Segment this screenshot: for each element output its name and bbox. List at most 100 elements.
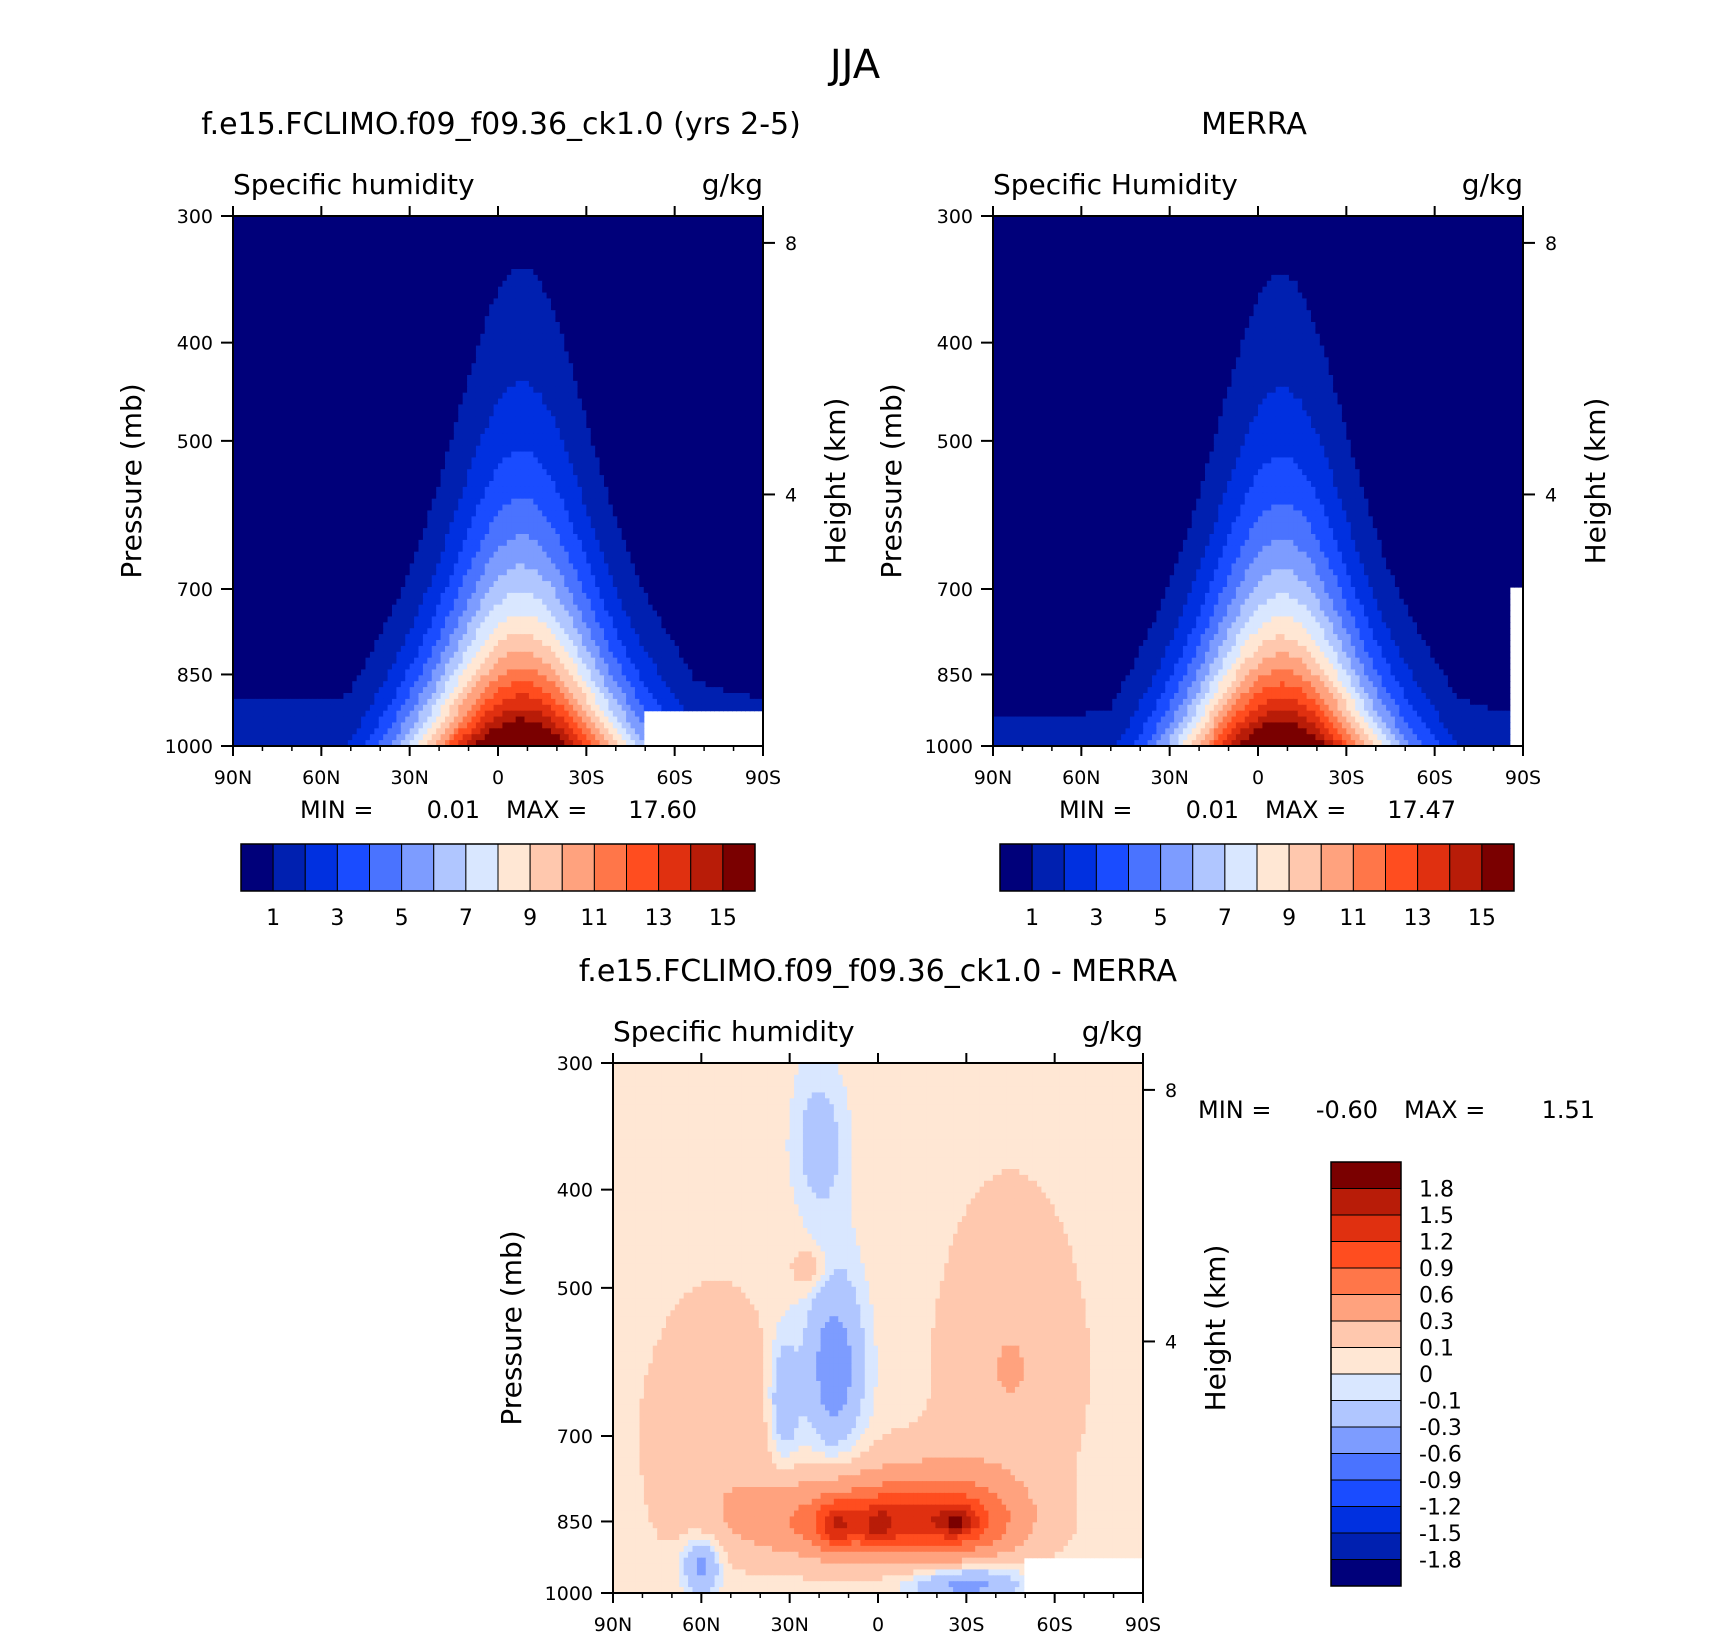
contour-cell: [643, 339, 649, 347]
contour-cell: [365, 380, 371, 388]
contour-cell: [365, 439, 371, 447]
contour-cell: [453, 339, 459, 347]
contour-cell: [246, 239, 252, 247]
contour-cell: [405, 445, 411, 453]
contour-cell: [577, 410, 583, 417]
contour-cell: [462, 445, 468, 453]
contour-cell: [652, 363, 658, 370]
contour-cell: [745, 221, 751, 229]
contour-cell: [277, 333, 283, 341]
contour-cell: [740, 274, 746, 282]
contour-cell: [758, 428, 763, 435]
contour-cell: [524, 357, 530, 364]
contour-cell: [462, 339, 468, 347]
contour-cell: [643, 351, 649, 358]
contour-cell: [555, 375, 561, 382]
contour-cell: [559, 251, 565, 258]
contour-cell: [537, 422, 543, 429]
contour-cell: [692, 363, 698, 370]
contour-cell: [316, 304, 322, 311]
contour-cell: [687, 422, 693, 429]
contour-cell: [506, 380, 512, 388]
contour-cell: [674, 280, 680, 288]
contour-cell: [626, 304, 632, 311]
contour-cell: [378, 233, 384, 241]
contour-cell: [511, 404, 517, 411]
contour-cell: [524, 416, 530, 423]
contour-cell: [321, 216, 327, 223]
contour-cell: [489, 316, 495, 323]
contour-cell: [710, 316, 716, 323]
contour-cell: [687, 274, 693, 282]
contour-cell: [740, 216, 746, 223]
contour-cell: [692, 239, 698, 247]
contour-cell: [374, 292, 380, 300]
contour-cell: [286, 422, 292, 429]
contour-cell: [661, 416, 667, 423]
contour-cell: [409, 269, 415, 276]
contour-cell: [281, 304, 287, 311]
contour-cell: [634, 369, 640, 376]
contour-cell: [383, 269, 389, 276]
contour-cell: [524, 410, 530, 417]
contour-cell: [754, 286, 760, 294]
contour-cell: [352, 233, 358, 241]
contour-cell: [542, 333, 548, 341]
contour-cell: [710, 357, 716, 364]
contour-cell: [387, 221, 393, 229]
contour-cell: [281, 327, 287, 335]
contour-cell: [524, 386, 530, 394]
contour-cell: [312, 351, 318, 358]
contour-cell: [701, 439, 707, 447]
contour-cell: [555, 445, 561, 453]
contour-cell: [281, 298, 287, 305]
contour-cell: [701, 298, 707, 305]
contour-cell: [259, 457, 265, 464]
contour-cell: [652, 216, 658, 223]
contour-cell: [551, 375, 557, 382]
contour-cell: [559, 286, 565, 294]
contour-cell: [749, 292, 755, 300]
contour-cell: [683, 357, 689, 364]
contour-cell: [727, 392, 733, 400]
contour-cell: [427, 439, 433, 447]
contour-cell: [564, 269, 570, 276]
contour-cell: [533, 345, 539, 353]
contour-cell: [498, 345, 504, 353]
contour-cell: [599, 316, 605, 323]
contour-cell: [471, 386, 477, 394]
contour-cell: [347, 375, 353, 382]
contour-cell: [475, 422, 481, 429]
contour-cell: [387, 345, 393, 353]
contour-cell: [604, 233, 610, 241]
contour-cell: [674, 269, 680, 276]
contour-cell: [493, 257, 499, 264]
contour-cell: [524, 380, 530, 388]
contour-cell: [312, 369, 318, 376]
contour-cell: [577, 251, 583, 258]
contour-cell: [502, 369, 508, 376]
contour-cell: [427, 322, 433, 329]
contour-cell: [246, 392, 252, 400]
contour-cell: [670, 263, 676, 270]
contour-cell: [674, 333, 680, 341]
contour-cell: [237, 428, 243, 435]
contour-cell: [387, 416, 393, 423]
contour-cell: [754, 339, 760, 347]
contour-cell: [312, 310, 318, 317]
contour-cell: [515, 304, 521, 311]
contour-cell: [528, 369, 534, 376]
contour-cell: [674, 286, 680, 294]
contour-cell: [502, 257, 508, 264]
contour-cell: [431, 451, 437, 459]
contour-cell: [352, 451, 358, 459]
contour-cell: [237, 227, 243, 235]
contour-cell: [723, 263, 729, 270]
contour-cell: [604, 410, 610, 417]
contour-cell: [321, 404, 327, 411]
contour-cell: [405, 439, 411, 447]
contour-cell: [361, 269, 367, 276]
contour-cell: [564, 428, 570, 435]
contour-cell: [330, 410, 336, 417]
contour-cell: [599, 245, 605, 252]
